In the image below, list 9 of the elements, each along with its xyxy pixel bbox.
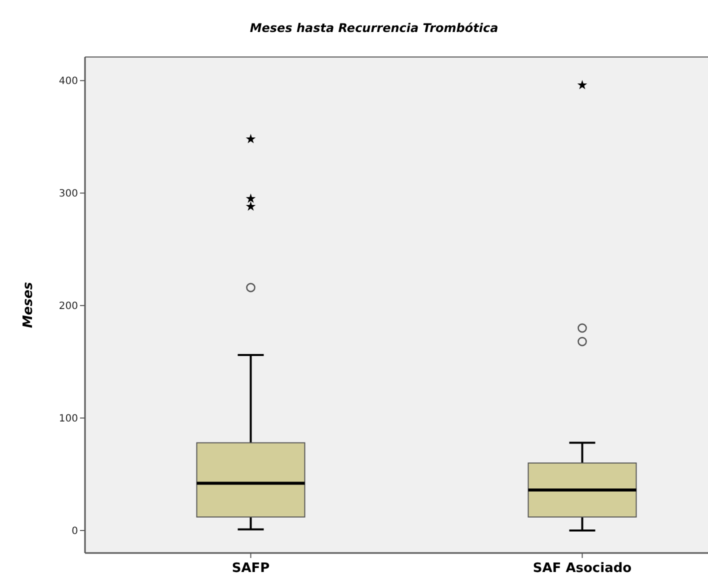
chart-title: Meses hasta Recurrencia Trombótica — [250, 21, 498, 35]
y-tick-label: 200 — [58, 301, 78, 312]
y-tick-label: 400 — [58, 76, 78, 88]
y-axis-title: Meses — [21, 282, 36, 328]
y-tick-label: 0 — [72, 526, 78, 538]
y-tick-label: 100 — [58, 414, 78, 425]
x-tick-label: SAFP — [232, 561, 270, 576]
y-tick-label: 300 — [58, 188, 78, 200]
x-tick-label: SAF Asociado — [532, 561, 632, 576]
